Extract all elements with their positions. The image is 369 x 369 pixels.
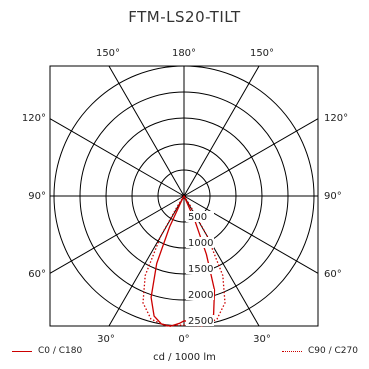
legend-swatch-dotted xyxy=(282,350,302,352)
angle-label-90-right: 90° xyxy=(324,191,342,202)
angle-label-0: 0° xyxy=(178,334,189,345)
grid-spoke-240 xyxy=(49,118,185,197)
series-line-c90-c270 xyxy=(142,195,226,327)
legend-c0: C0 / C180 xyxy=(12,346,82,356)
angle-label-120-left: 120° xyxy=(22,113,46,124)
radial-label-bg-2500 xyxy=(186,315,214,326)
radial-tick-label-2500: 2500 xyxy=(188,316,213,327)
angle-label-90-left: 90° xyxy=(28,191,46,202)
radial-label-bg-1500 xyxy=(186,263,214,274)
grid-spoke-60 xyxy=(183,195,319,274)
angle-label-30-left: 30° xyxy=(97,334,115,345)
grid-spoke-300 xyxy=(49,195,185,274)
angle-label-30-right: 30° xyxy=(253,334,271,345)
radial-tick-label-2000: 2000 xyxy=(188,290,213,301)
grid-spoke-210 xyxy=(108,65,185,197)
radial-label-bg-500 xyxy=(186,211,214,222)
radial-label-bg-1000 xyxy=(186,237,214,248)
grid-spoke-330 xyxy=(108,195,185,327)
chart-title: FTM-LS20-TILT xyxy=(128,8,241,26)
series-line-c0-c180 xyxy=(150,195,216,327)
polar-grid xyxy=(49,65,319,327)
legend-c90: C90 / C270 xyxy=(282,346,358,356)
legend-swatch-solid xyxy=(12,350,32,352)
radial-tick-labels: 500 1000 1500 2000 2500 xyxy=(186,211,214,327)
legend-label-c90: C90 / C270 xyxy=(308,346,358,356)
angle-label-120-right: 120° xyxy=(324,113,348,124)
radial-tick-label-1000: 1000 xyxy=(188,238,213,249)
series-layer xyxy=(142,195,226,327)
angle-label-60-left: 60° xyxy=(28,269,46,280)
radial-label-bg-2000 xyxy=(186,289,214,300)
angle-label-150-left: 150° xyxy=(96,48,120,59)
radial-tick-label-500: 500 xyxy=(188,212,207,223)
legend-label-c0: C0 / C180 xyxy=(38,346,83,356)
angle-label-180: 180° xyxy=(172,48,196,59)
unit-label: cd / 1000 lm xyxy=(153,352,216,363)
grid-spoke-120 xyxy=(183,118,319,197)
radial-tick-label-1500: 1500 xyxy=(188,264,213,275)
angle-label-150-right: 150° xyxy=(250,48,274,59)
grid-spoke-150 xyxy=(183,65,260,197)
angle-label-60-right: 60° xyxy=(324,269,342,280)
angle-labels: 150° 180° 150° 120° 120° 90° 90° 60° 60° 30° 0° 30° xyxy=(22,48,348,345)
